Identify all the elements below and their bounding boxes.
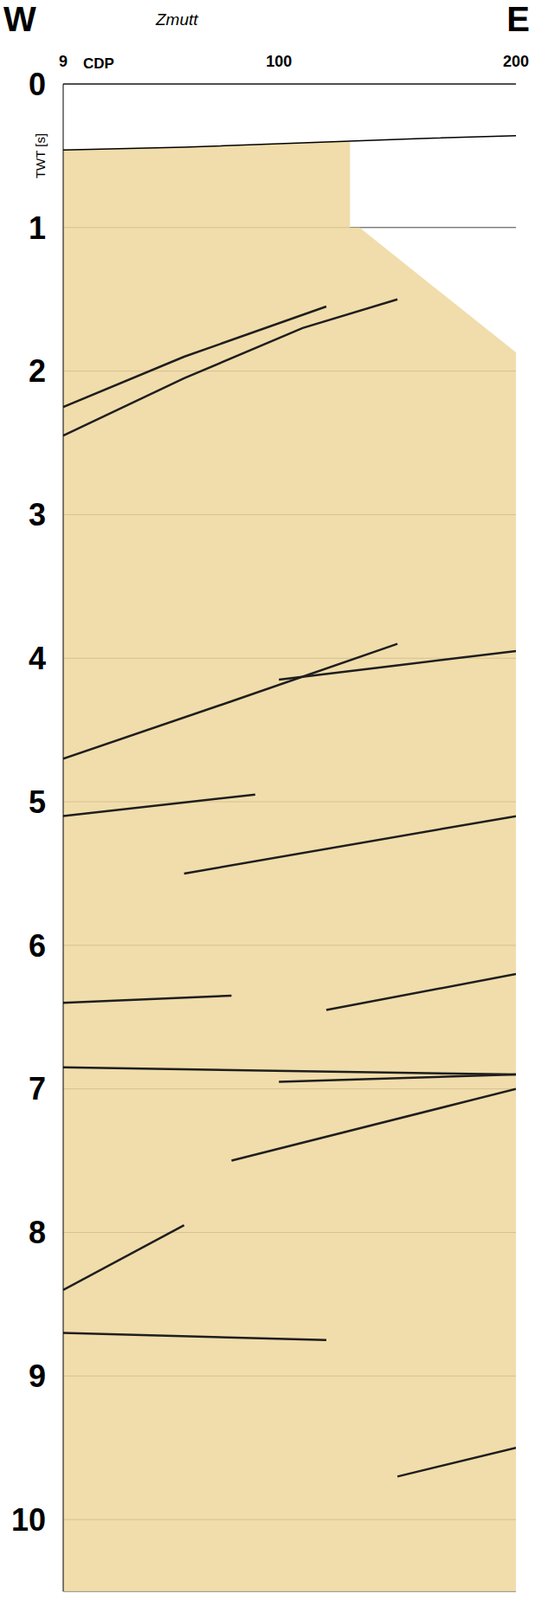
- svg-text:4: 4: [28, 640, 46, 677]
- html-text:TWT [s]: TWT [s]: [32, 133, 48, 179]
- svg-text:2: 2: [28, 353, 46, 389]
- html-text:E: E: [506, 0, 530, 39]
- svg-text:9: 9: [28, 1358, 46, 1394]
- svg-text:1: 1: [28, 210, 46, 246]
- svg-text:0: 0: [28, 66, 46, 103]
- svg-text:10: 10: [11, 1501, 46, 1538]
- svg-text:7: 7: [28, 1070, 46, 1107]
- html-text:CDP: CDP: [83, 55, 115, 72]
- svg-text:9: 9: [58, 52, 68, 71]
- svg-text:3: 3: [28, 496, 46, 533]
- svg-text:200: 200: [502, 52, 529, 71]
- svg-text:5: 5: [28, 784, 46, 820]
- svg-text:6: 6: [28, 928, 46, 964]
- html-text:Zmutt: Zmutt: [155, 10, 198, 29]
- html-text:W: W: [3, 0, 37, 39]
- svg-text:100: 100: [265, 52, 292, 71]
- svg-text:8: 8: [28, 1214, 46, 1251]
